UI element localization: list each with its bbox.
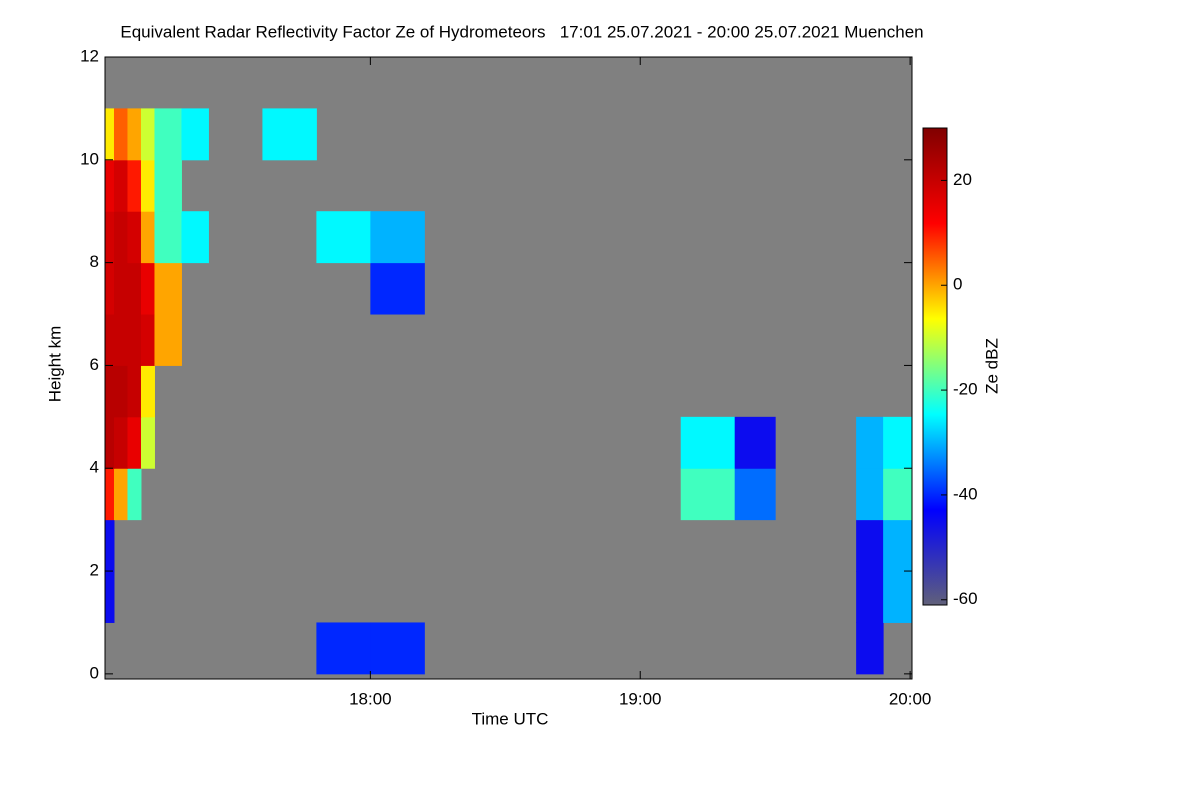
y-axis-label: Height km [45,326,64,403]
heatmap-cell [105,211,115,264]
x-axis-label: Time UTC [472,709,549,728]
y-tick-label: 12 [80,46,99,65]
y-tick-label: 10 [80,149,99,168]
y-tick-label: 6 [90,355,99,374]
heatmap-cell [105,159,115,212]
y-tick-label: 4 [90,458,99,477]
y-tick-label: 2 [90,561,99,580]
heatmap-cell [370,211,425,264]
heatmap-cell [140,365,155,418]
y-tick-label: 0 [90,663,99,682]
heatmap-cell [113,262,128,315]
heatmap-cell [105,519,115,572]
heatmap-cell [113,314,128,366]
colorbar-tick-label: 0 [953,275,962,294]
heatmap-cell [154,108,182,161]
heatmap-cell [154,211,182,264]
heatmap-cell [127,262,142,315]
plot-frame [104,56,913,680]
heatmap-cell [181,211,209,264]
heatmap-cell [154,159,182,212]
heatmap-cell [127,365,142,418]
heatmap-cell [316,622,371,675]
heatmap-cell [181,108,209,161]
heatmap-cell [105,416,115,469]
heatmap-cell [262,108,317,161]
heatmap-cell [316,211,371,264]
heatmap-cell [105,108,115,161]
chart-title: Equivalent Radar Reflectivity Factor Ze … [120,22,923,41]
heatmap-cell [105,314,115,366]
heatmap-cell [140,108,155,161]
heatmap-cell [734,416,776,469]
heatmap-cell [105,365,115,418]
heatmap-cell [113,365,128,418]
heatmap-cell [883,519,913,572]
plot-background [105,57,912,679]
heatmap-cell [883,468,913,521]
heatmap-cell [127,314,142,366]
heatmap-cell [734,468,776,521]
heatmap-cell [113,468,128,521]
heatmap-cell [113,108,128,161]
heatmap-cell [154,314,182,366]
heatmap-cell [856,519,884,572]
heatmap-cell [856,468,884,521]
colorbar-tick-label: -40 [953,484,978,503]
heatmap-cell [113,211,128,264]
heatmap-cell [370,262,425,315]
heatmap-cell [140,314,155,366]
colorbar [922,127,948,606]
x-tick-label: 19:00 [619,689,662,708]
heatmap-cell [370,622,425,675]
heatmap-cell [127,468,142,521]
y-tick-label: 8 [90,252,99,271]
heatmap-cell [127,211,142,264]
heatmap-cell [105,571,115,623]
x-tick-label: 20:00 [889,689,932,708]
x-tick-label: 18:00 [349,689,392,708]
heatmap-cell [856,571,884,623]
heatmap-cell [140,262,155,315]
heatmap-cell [883,571,913,623]
heatmap-cell [140,159,155,212]
heatmap-cell [127,416,142,469]
heatmap-cell [127,108,142,161]
colorbar-tick-label: 20 [953,170,972,189]
heatmap-cell [856,416,884,469]
heatmap-cell [154,262,182,315]
heatmap-cell [680,468,736,521]
colorbar-label: Ze dBZ [982,338,1001,394]
heatmap-cell [680,416,736,469]
colorbar-tick-label: -60 [953,589,978,608]
heatmap-cell [127,159,142,212]
heatmap-cell [113,416,128,469]
heatmap-cell [105,468,115,521]
heatmap-cell [105,262,115,315]
heatmap-cell [140,211,155,264]
heatmap-cell [856,622,884,675]
heatmap-cell [883,416,913,469]
colorbar-tick-label: -20 [953,380,978,399]
heatmap-cell [113,159,128,212]
heatmap-cell [140,416,155,469]
